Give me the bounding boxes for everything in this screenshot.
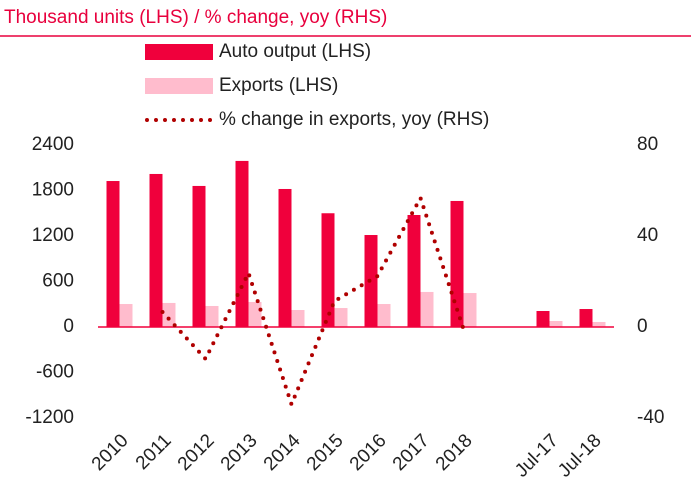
bar: [149, 173, 163, 327]
bar: [549, 321, 563, 327]
legend-swatch: [145, 44, 213, 60]
x-tick-label: 2016: [346, 430, 391, 475]
x-tick-label: 2015: [303, 430, 348, 475]
bar: [162, 302, 176, 327]
x-tick-label: Jul-18: [554, 430, 605, 481]
bar: [321, 213, 335, 327]
y-tick-label: 0: [63, 316, 74, 337]
bar: [407, 214, 421, 327]
x-tick-label: 2010: [88, 430, 133, 475]
y-tick-label: 600: [42, 271, 74, 292]
x-tick-label: 2011: [132, 430, 176, 474]
bar: [278, 188, 292, 327]
bar: [205, 305, 219, 327]
bar: [192, 185, 206, 327]
y2-tick-label: -40: [637, 407, 664, 428]
x-tick-label: 2018: [432, 430, 477, 475]
legend-swatch: [145, 78, 213, 94]
y-tick-label: 1200: [32, 225, 74, 246]
y2-tick-label: 80: [637, 134, 658, 155]
chart-title: Thousand units (LHS) / % change, yoy (RH…: [4, 7, 387, 28]
x-tick-label: 2017: [389, 430, 434, 475]
bar: [334, 308, 348, 327]
bar: [235, 160, 249, 327]
legend-label: % change in exports, yoy (RHS): [219, 109, 489, 130]
bar: [420, 291, 434, 327]
bar: [592, 321, 606, 327]
bar: [248, 301, 262, 327]
legend-label: Auto output (LHS): [219, 41, 371, 62]
x-tick-label: 2013: [217, 430, 262, 475]
bar: [579, 309, 593, 327]
x-tick-label: 2012: [174, 430, 219, 475]
legend-label: Exports (LHS): [219, 75, 338, 96]
line-series: [160, 193, 466, 411]
bar: [119, 304, 133, 327]
bar: [463, 293, 477, 327]
bar: [450, 200, 464, 327]
bar: [291, 310, 305, 327]
y-tick-label: 2400: [32, 134, 74, 155]
y2-tick-label: 40: [637, 225, 658, 246]
y-tick-label: 1800: [32, 180, 74, 201]
bar: [377, 304, 391, 327]
bar: [106, 181, 120, 327]
y2-tick-label: 0: [637, 316, 648, 337]
x-tick-label: Jul-17: [511, 430, 562, 481]
y-tick-label: -1200: [25, 407, 74, 428]
bar: [536, 310, 550, 327]
x-tick-label: 2014: [260, 430, 305, 475]
y-tick-label: -600: [36, 362, 74, 383]
